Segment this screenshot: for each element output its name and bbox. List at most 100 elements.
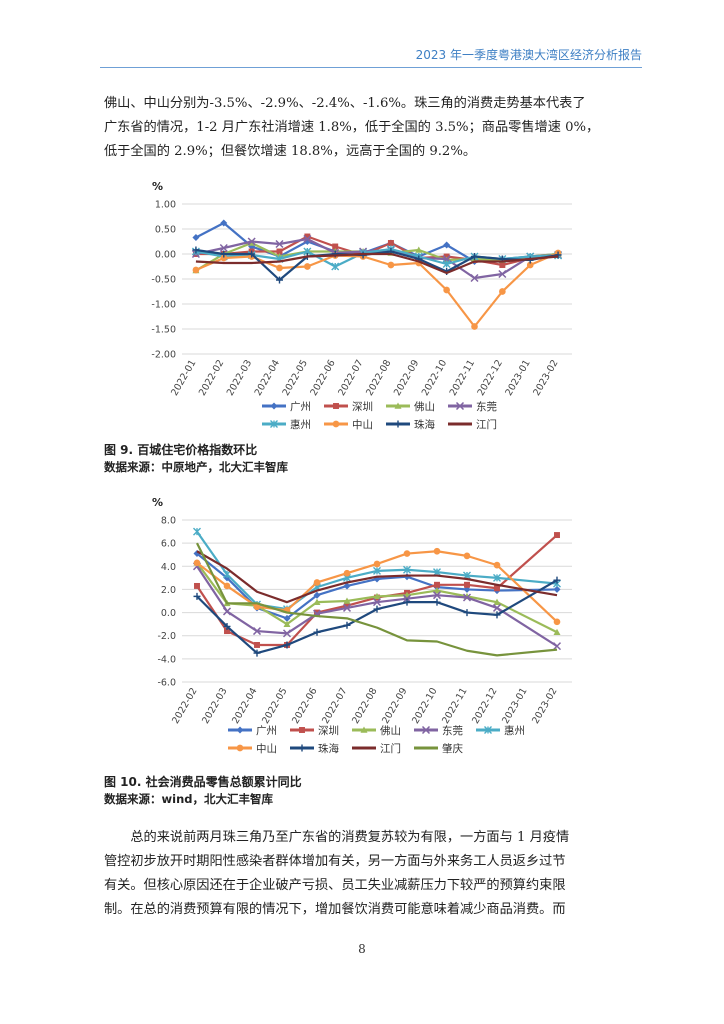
- series-东莞: [192, 562, 562, 651]
- data-point: [433, 598, 441, 606]
- data-point: [298, 744, 306, 752]
- data-point: [192, 266, 200, 274]
- x-tick-label: 2022-04: [253, 358, 282, 398]
- data-point: [553, 628, 561, 636]
- y-tick-label: -1.00: [151, 300, 176, 311]
- y-tick-label: -0.50: [151, 275, 176, 286]
- y-tick-label: 0.00: [155, 250, 176, 261]
- legend-label: 深圳: [318, 725, 339, 737]
- legend-item: 珠海: [290, 742, 339, 755]
- legend-item: 惠州: [262, 418, 311, 431]
- data-point: [433, 587, 441, 594]
- x-tick-label: 2022-08: [364, 358, 393, 398]
- data-point: [494, 585, 500, 592]
- y-tick-label: -2.0: [157, 631, 176, 642]
- y-axis-label: %: [152, 180, 163, 193]
- data-point: [470, 273, 479, 283]
- x-tick-label: 2023-02: [531, 358, 560, 398]
- legend-item: 中山: [324, 418, 373, 431]
- legend-item: 江门: [352, 742, 401, 755]
- data-point: [236, 726, 244, 734]
- data-point: [343, 621, 351, 629]
- data-point: [471, 253, 478, 260]
- x-tick-label: 2022-06: [290, 686, 319, 726]
- y-tick-label: -6.0: [157, 678, 176, 689]
- data-point: [283, 620, 291, 627]
- data-point: [333, 403, 339, 409]
- data-point: [275, 239, 284, 249]
- data-point: [554, 532, 560, 539]
- legend-label: 佛山: [380, 724, 401, 737]
- data-point: [493, 611, 501, 619]
- data-point: [342, 603, 352, 612]
- data-point: [493, 573, 501, 582]
- data-point: [192, 234, 200, 241]
- data-point: [193, 527, 201, 536]
- running-header: 2023 年一季度粤港澳大湾区经济分析报告: [415, 48, 642, 62]
- x-tick-label: 2022-08: [350, 686, 379, 726]
- legend-label: 佛山: [414, 400, 435, 413]
- data-point: [432, 591, 442, 600]
- data-point: [443, 241, 451, 249]
- legend-label: 中山: [352, 418, 373, 431]
- data-point: [373, 566, 381, 575]
- text-line: 广东省的情况，1-2 月广东社消增速 1.8%，低于全国的 3.5%；商品零售增…: [104, 120, 600, 135]
- figure-9-caption: 图 9. 百城住宅价格指数环比: [104, 443, 258, 457]
- x-tick-label: 2022-04: [230, 686, 259, 726]
- text-line: 总的来说前两月珠三角乃至广东省的消费复苏较为有限，一方面与 1 月疫情: [104, 830, 570, 845]
- data-point: [313, 598, 321, 605]
- legend-label: 中山: [256, 742, 277, 755]
- data-point: [433, 568, 441, 577]
- data-point: [247, 237, 256, 246]
- legend-item: 中山: [228, 742, 277, 755]
- series-肇庆: [196, 542, 558, 657]
- data-point: [343, 569, 351, 577]
- paragraph-top: 佛山、中山分别为-3.5%、-2.9%、-2.4%、-1.6%。珠三角的消费走势…: [104, 92, 644, 164]
- legend-item: 肇庆: [414, 742, 463, 755]
- data-point: [403, 598, 411, 606]
- legend-label: 广州: [290, 401, 311, 413]
- figure-9-chart: % 1.00 0.50 0.00 -0.50 -1.00 -1.50 -2.002022-01…: [151, 180, 572, 431]
- data-point: [553, 618, 561, 626]
- text-line: 管控初步放开时期阳性感染者群体增加有关，另一方面与外来务工人员返乡过节: [104, 854, 566, 869]
- legend-label: 肇庆: [442, 742, 463, 755]
- x-tick-label: 2023-02: [530, 686, 559, 726]
- x-tick-label: 2022-12: [476, 358, 505, 398]
- series-line: [196, 530, 558, 611]
- legend-label: 惠州: [504, 724, 525, 737]
- legend-label: 东莞: [442, 724, 463, 737]
- legend-item: 惠州: [476, 724, 525, 737]
- data-point: [236, 744, 244, 752]
- data-point: [552, 642, 562, 651]
- y-tick-label: 1.00: [155, 200, 176, 211]
- data-point: [253, 603, 261, 611]
- x-tick-label: 2022-10: [410, 686, 439, 726]
- legend-item: 东莞: [448, 400, 497, 413]
- data-point: [313, 591, 321, 599]
- legend-item: 佛山: [352, 724, 401, 737]
- data-point: [276, 248, 283, 255]
- series-line: [196, 579, 558, 655]
- data-point: [223, 622, 231, 630]
- series-江门: [196, 550, 558, 604]
- legend-label: 江门: [380, 742, 401, 755]
- figure-10-caption: 图 10. 社会消费品零售总额累计同比: [104, 775, 302, 789]
- x-tick-label: 2022-11: [448, 358, 477, 398]
- legend-label: 惠州: [290, 418, 311, 431]
- legend-label: 江门: [476, 418, 497, 431]
- data-point: [471, 323, 478, 330]
- data-point: [304, 263, 311, 270]
- data-point: [343, 582, 351, 590]
- data-point: [252, 627, 262, 636]
- series-line: [196, 534, 558, 647]
- data-point: [219, 243, 228, 253]
- data-point: [372, 598, 382, 607]
- data-point: [433, 547, 441, 555]
- y-tick-label: -4.0: [157, 654, 176, 665]
- paragraph-bottom: 总的来说前两月珠三角乃至广东省的消费复苏较为有限，一方面与 1 月疫情 管控初步…: [104, 826, 644, 922]
- data-point: [220, 254, 228, 262]
- x-tick-label: 2022-01: [169, 358, 198, 398]
- data-point: [193, 559, 201, 567]
